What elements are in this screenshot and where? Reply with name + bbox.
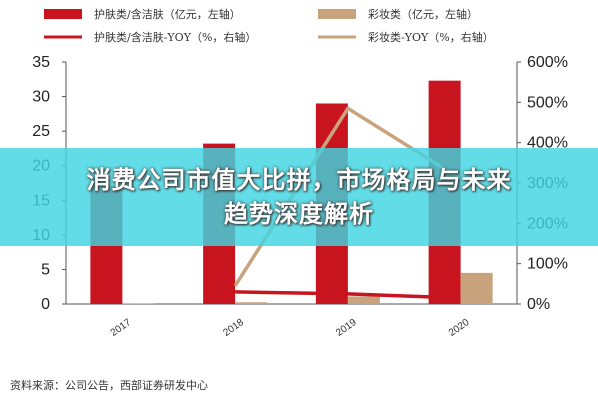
legend-label-1: 彩妆类（亿元，左轴） (368, 7, 478, 21)
right-tick-label-6: 600% (527, 54, 568, 71)
bar-1-2017 (122, 303, 155, 304)
right-tick-label-0: 0% (527, 296, 550, 313)
right-tick-label-4: 400% (527, 135, 568, 152)
bar-1-2018 (235, 302, 268, 304)
banner-title-line-1: 消费公司市值大比拼，市场格局与未来 (86, 166, 512, 194)
bar-1-2020 (460, 272, 493, 304)
left-tick-label-7: 35 (32, 54, 50, 71)
legend-swatch-1 (318, 9, 356, 19)
title-banner: 消费公司市值大比拼，市场格局与未来 趋势深度解析 (0, 148, 598, 246)
bar-1-2019 (347, 296, 380, 304)
legend-label-0: 护肤类/含洁肤（亿元，左轴） (94, 7, 241, 21)
legend: 护肤类/含洁肤（亿元，左轴） 彩妆类（亿元，左轴） 护肤类/含洁肤-YOY（%，右轴… (44, 7, 494, 44)
x-tick-label-1: 2018 (221, 317, 246, 339)
source-note: 资料来源：公司公告，西部证券研发中心 (10, 379, 208, 392)
left-tick-label-0: 0 (41, 296, 50, 313)
right-tick-label-1: 100% (527, 256, 568, 273)
x-tick-label-2: 2019 (334, 317, 359, 339)
x-tick-label-3: 2020 (447, 317, 472, 339)
left-tick-label-1: 5 (41, 261, 50, 278)
left-tick-label-6: 30 (32, 89, 50, 106)
left-tick-label-5: 25 (32, 123, 50, 140)
right-tick-label-5: 500% (527, 94, 568, 111)
legend-swatch-0 (44, 9, 82, 19)
legend-label-2: 护肤类/含洁肤-YOY（%，右轴） (94, 30, 256, 44)
x-tick-label-0: 2017 (109, 317, 134, 339)
banner-title-line-2: 趋势深度解析 (224, 200, 374, 228)
legend-label-3: 彩妆类-YOY（%，右轴） (368, 30, 494, 44)
